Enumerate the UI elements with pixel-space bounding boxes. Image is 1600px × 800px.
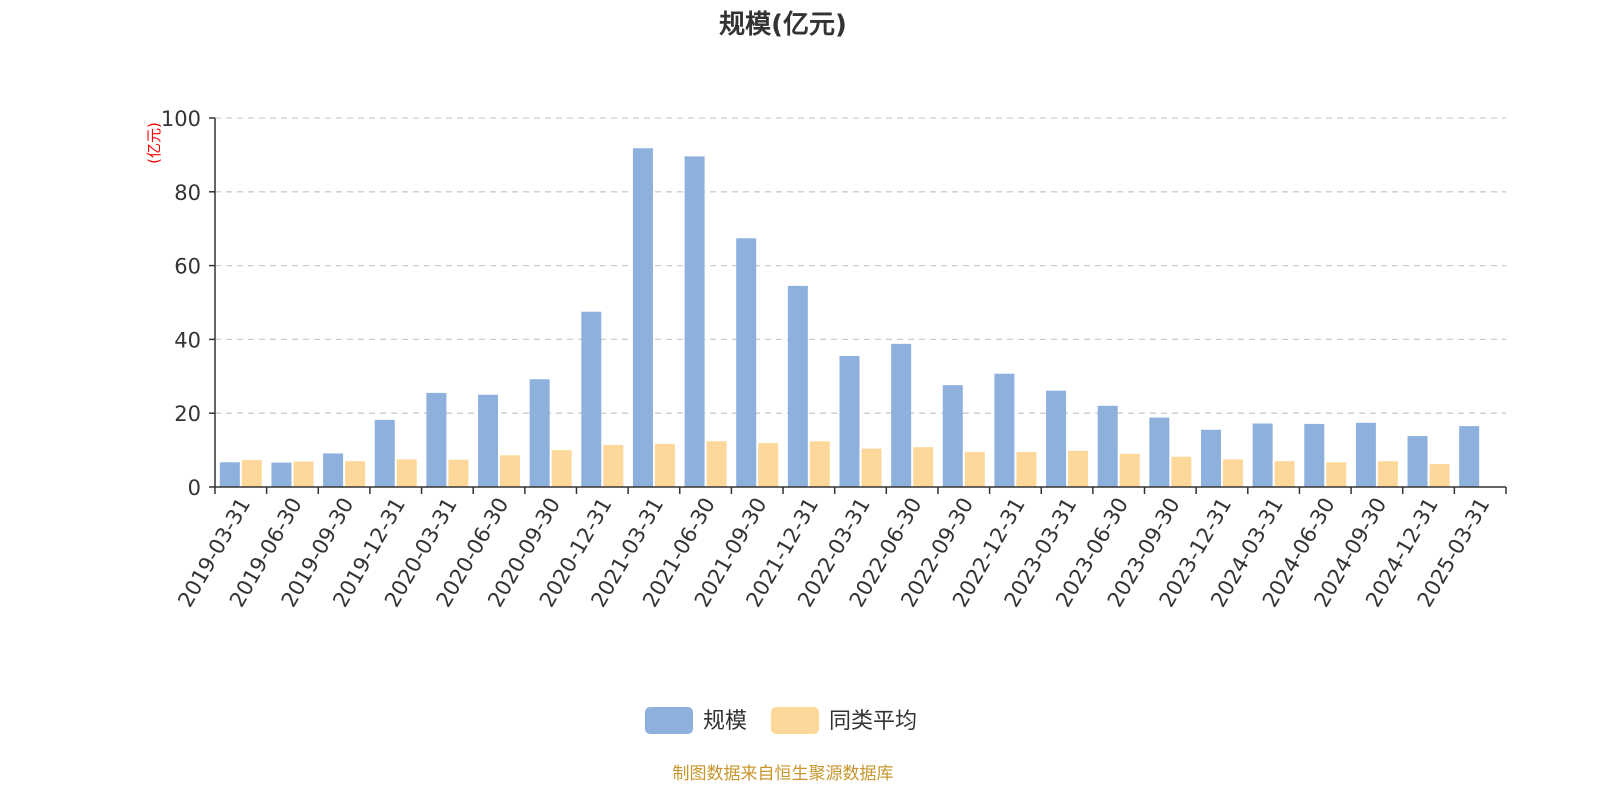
bar-peer-average [1222, 459, 1243, 487]
bar-peer-average [964, 451, 985, 487]
bar-scale [323, 453, 344, 487]
legend: 规模 同类平均 [645, 707, 917, 734]
bar-peer-average [241, 460, 262, 487]
bar-peer-average [1016, 451, 1037, 487]
bar-scale [1459, 426, 1480, 487]
bar-scale [1252, 423, 1273, 487]
bar-peer-average [706, 441, 727, 487]
bar-scale [787, 285, 808, 487]
legend-swatch-scale[interactable] [645, 707, 693, 734]
bar-scale [374, 419, 395, 487]
bar-scale [839, 356, 860, 487]
bar-peer-average [1429, 464, 1450, 487]
legend-swatch-peer-average[interactable] [771, 707, 819, 734]
bar-peer-average [1171, 456, 1192, 487]
bar-peer-average [1326, 462, 1347, 487]
bar-scale [219, 462, 240, 487]
legend-label-peer-average[interactable]: 同类平均 [829, 709, 917, 734]
y-axis-label: (亿元) [145, 122, 163, 164]
bar-peer-average [293, 461, 314, 487]
bar-scale [529, 379, 550, 487]
bar-peer-average [1274, 461, 1295, 487]
y-tick-label: 80 [174, 181, 201, 205]
bars-layer [219, 148, 1480, 487]
bar-scale [684, 156, 705, 487]
bar-peer-average [861, 448, 882, 487]
bar-scale [1200, 429, 1221, 487]
y-tick-label: 20 [174, 402, 201, 426]
y-tick-label: 100 [161, 107, 201, 131]
bar-scale [1355, 422, 1376, 487]
bar-scale [1046, 390, 1067, 487]
bar-peer-average [396, 459, 417, 487]
bar-scale [942, 385, 963, 487]
bar-peer-average [500, 455, 521, 487]
bar-scale [994, 373, 1015, 487]
bar-scale [632, 148, 653, 487]
data-source-footer: 制图数据来自恒生聚源数据库 [673, 764, 894, 784]
bar-peer-average [345, 461, 366, 487]
bar-scale [891, 343, 912, 487]
bar-peer-average [1377, 461, 1398, 487]
bar-peer-average [1068, 450, 1089, 487]
bar-peer-average [913, 447, 934, 487]
y-tick-label: 0 [188, 476, 201, 500]
bar-scale [1097, 405, 1118, 487]
bar-scale [736, 238, 757, 487]
y-tick-label: 40 [174, 328, 201, 352]
grid-layer [215, 117, 1506, 414]
bar-peer-average [551, 450, 572, 487]
bar-peer-average [758, 443, 779, 487]
chart-title: 规模(亿元) [719, 10, 847, 40]
axes-layer: 0204060801002019-03-312019-06-302019-09-… [161, 107, 1507, 611]
bar-scale [581, 311, 602, 487]
bar-scale [271, 462, 292, 487]
legend-label-scale[interactable]: 规模 [703, 709, 747, 734]
bar-scale [426, 392, 447, 487]
bar-scale [1149, 417, 1170, 487]
y-tick-label: 60 [174, 255, 201, 279]
bar-peer-average [448, 459, 469, 487]
bar-peer-average [1119, 453, 1140, 487]
bar-scale [478, 394, 499, 487]
bar-scale [1304, 423, 1325, 487]
bar-peer-average [603, 444, 624, 487]
bar-peer-average [809, 441, 830, 487]
bar-scale [1407, 436, 1428, 487]
bar-peer-average [654, 443, 675, 487]
